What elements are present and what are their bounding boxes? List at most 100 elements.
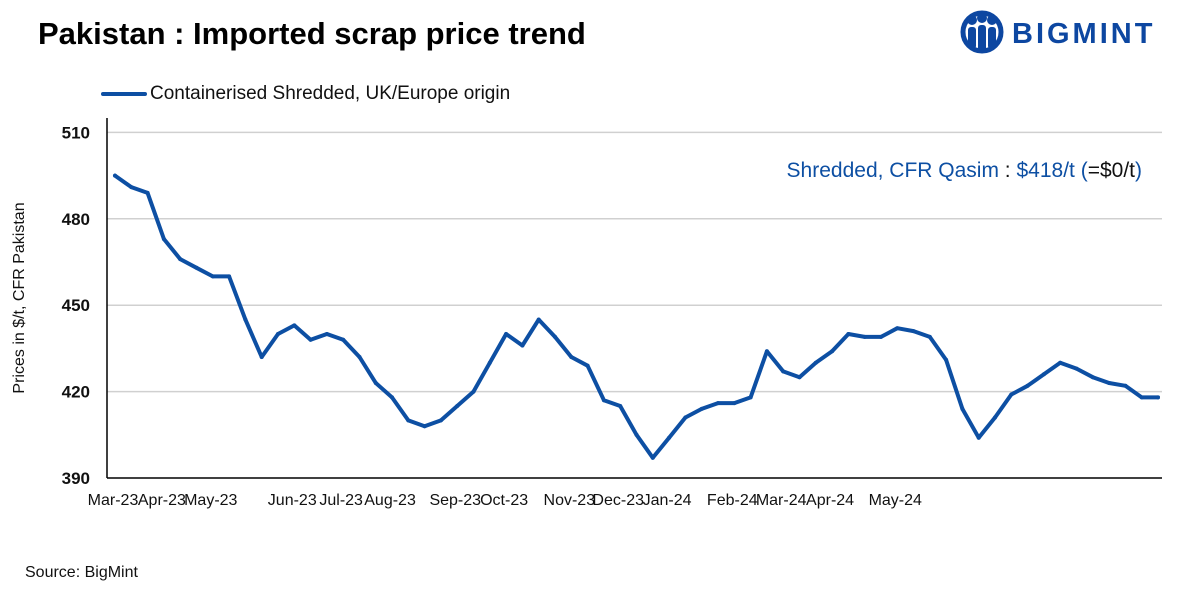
annotation-price: $418/t	[1016, 159, 1075, 182]
y-axis-label: Prices in $/t, CFR Pakistan	[11, 202, 28, 393]
data-point	[276, 332, 280, 336]
data-point	[145, 190, 150, 195]
data-point	[1139, 395, 1144, 400]
data-point	[292, 323, 297, 328]
data-point	[895, 326, 900, 331]
data-point	[259, 355, 264, 359]
data-point	[911, 329, 916, 334]
data-point	[716, 401, 720, 406]
data-point	[422, 424, 427, 429]
x-tick-label: May-23	[184, 492, 237, 509]
x-tick-label: Jun-23	[268, 492, 317, 509]
data-point	[683, 415, 688, 420]
data-point	[178, 257, 183, 262]
y-tick-label: 480	[62, 210, 90, 229]
x-tick-label: Apr-24	[806, 492, 854, 509]
data-point	[944, 357, 949, 362]
legend-swatch	[101, 92, 147, 96]
axes	[106, 118, 1162, 479]
data-point	[667, 435, 672, 440]
data-point	[129, 185, 134, 190]
data-point	[1058, 360, 1063, 365]
x-tick-label: Mar-23	[88, 492, 139, 509]
data-point	[585, 363, 590, 368]
data-point	[879, 334, 883, 339]
x-tick-label: Oct-23	[480, 492, 528, 509]
chart-legend: Containerised Shredded, UK/Europe origin	[101, 82, 510, 106]
annotation-change-close: )	[1135, 159, 1142, 182]
legend-label: Containerised Shredded, UK/Europe origin	[150, 83, 511, 104]
data-point	[813, 360, 818, 365]
data-point	[536, 317, 541, 322]
data-point	[308, 337, 313, 342]
data-point	[846, 332, 851, 336]
x-tick-label: Mar-24	[756, 492, 807, 509]
data-point	[1107, 381, 1112, 385]
x-tick-label: Aug-23	[364, 492, 416, 509]
data-point	[438, 418, 443, 423]
data-point	[390, 395, 394, 400]
data-point	[471, 389, 476, 394]
y-tick-labels: 390 420 450 480 510	[62, 123, 90, 488]
data-point	[1009, 392, 1014, 397]
data-point	[1156, 395, 1160, 400]
annotation-separator: :	[999, 159, 1017, 182]
data-point	[976, 435, 981, 440]
data-point	[1025, 383, 1030, 388]
data-point	[650, 455, 655, 460]
data-point	[569, 355, 574, 359]
annotation-change: =$0/t	[1088, 159, 1135, 182]
data-point	[634, 432, 639, 437]
data-point	[504, 332, 509, 336]
data-point	[993, 415, 997, 420]
bigmint-people-icon	[960, 10, 1004, 54]
y-tick-label: 450	[62, 296, 90, 315]
data-point	[618, 404, 623, 408]
data-point	[520, 343, 525, 348]
x-tick-label: Sep-23	[429, 492, 481, 509]
data-point	[357, 355, 362, 359]
source-note: Source: BigMint	[25, 564, 138, 581]
data-point	[341, 337, 346, 342]
chart-title: Pakistan : Imported scrap price trend	[38, 16, 586, 51]
data-point	[210, 274, 215, 279]
x-tick-label: May-24	[869, 492, 922, 509]
gridlines	[107, 131, 1162, 393]
data-point	[161, 237, 166, 241]
data-point	[227, 274, 232, 279]
data-point	[748, 395, 753, 400]
data-point	[732, 401, 737, 406]
series-line-shredded	[113, 173, 1160, 460]
x-tick-label: Jul-23	[319, 492, 363, 509]
data-point	[243, 317, 248, 322]
data-point	[373, 381, 378, 385]
x-tick-label: Feb-24	[707, 492, 758, 509]
data-point	[487, 360, 492, 365]
annotation-label: Shredded, CFR Qasim	[787, 159, 999, 182]
x-tick-label: Dec-23	[592, 492, 644, 509]
data-point	[113, 173, 117, 178]
y-tick-label: 390	[62, 469, 90, 488]
price-annotation: Shredded, CFR Qasim : $418/t (=$0/t)	[787, 159, 1142, 182]
data-point	[601, 398, 606, 403]
data-point	[1041, 372, 1046, 377]
bigmint-logo: BIGMINT	[958, 6, 1182, 62]
data-point	[324, 332, 329, 336]
series-points	[113, 173, 1160, 460]
annotation-change-open: (	[1075, 159, 1088, 182]
data-point	[455, 404, 460, 408]
data-point	[1074, 366, 1079, 371]
data-point	[764, 349, 769, 354]
x-tick-label: Apr-23	[138, 492, 186, 509]
data-point	[960, 406, 965, 411]
y-tick-label: 420	[62, 383, 90, 402]
bigmint-wordmark: BIGMINT	[1012, 18, 1156, 50]
x-tick-label: Nov-23	[544, 492, 596, 509]
data-point	[1090, 375, 1095, 380]
data-point	[781, 369, 786, 374]
x-tick-label: Jan-24	[643, 492, 692, 509]
data-point	[194, 265, 199, 270]
data-point	[862, 334, 867, 339]
